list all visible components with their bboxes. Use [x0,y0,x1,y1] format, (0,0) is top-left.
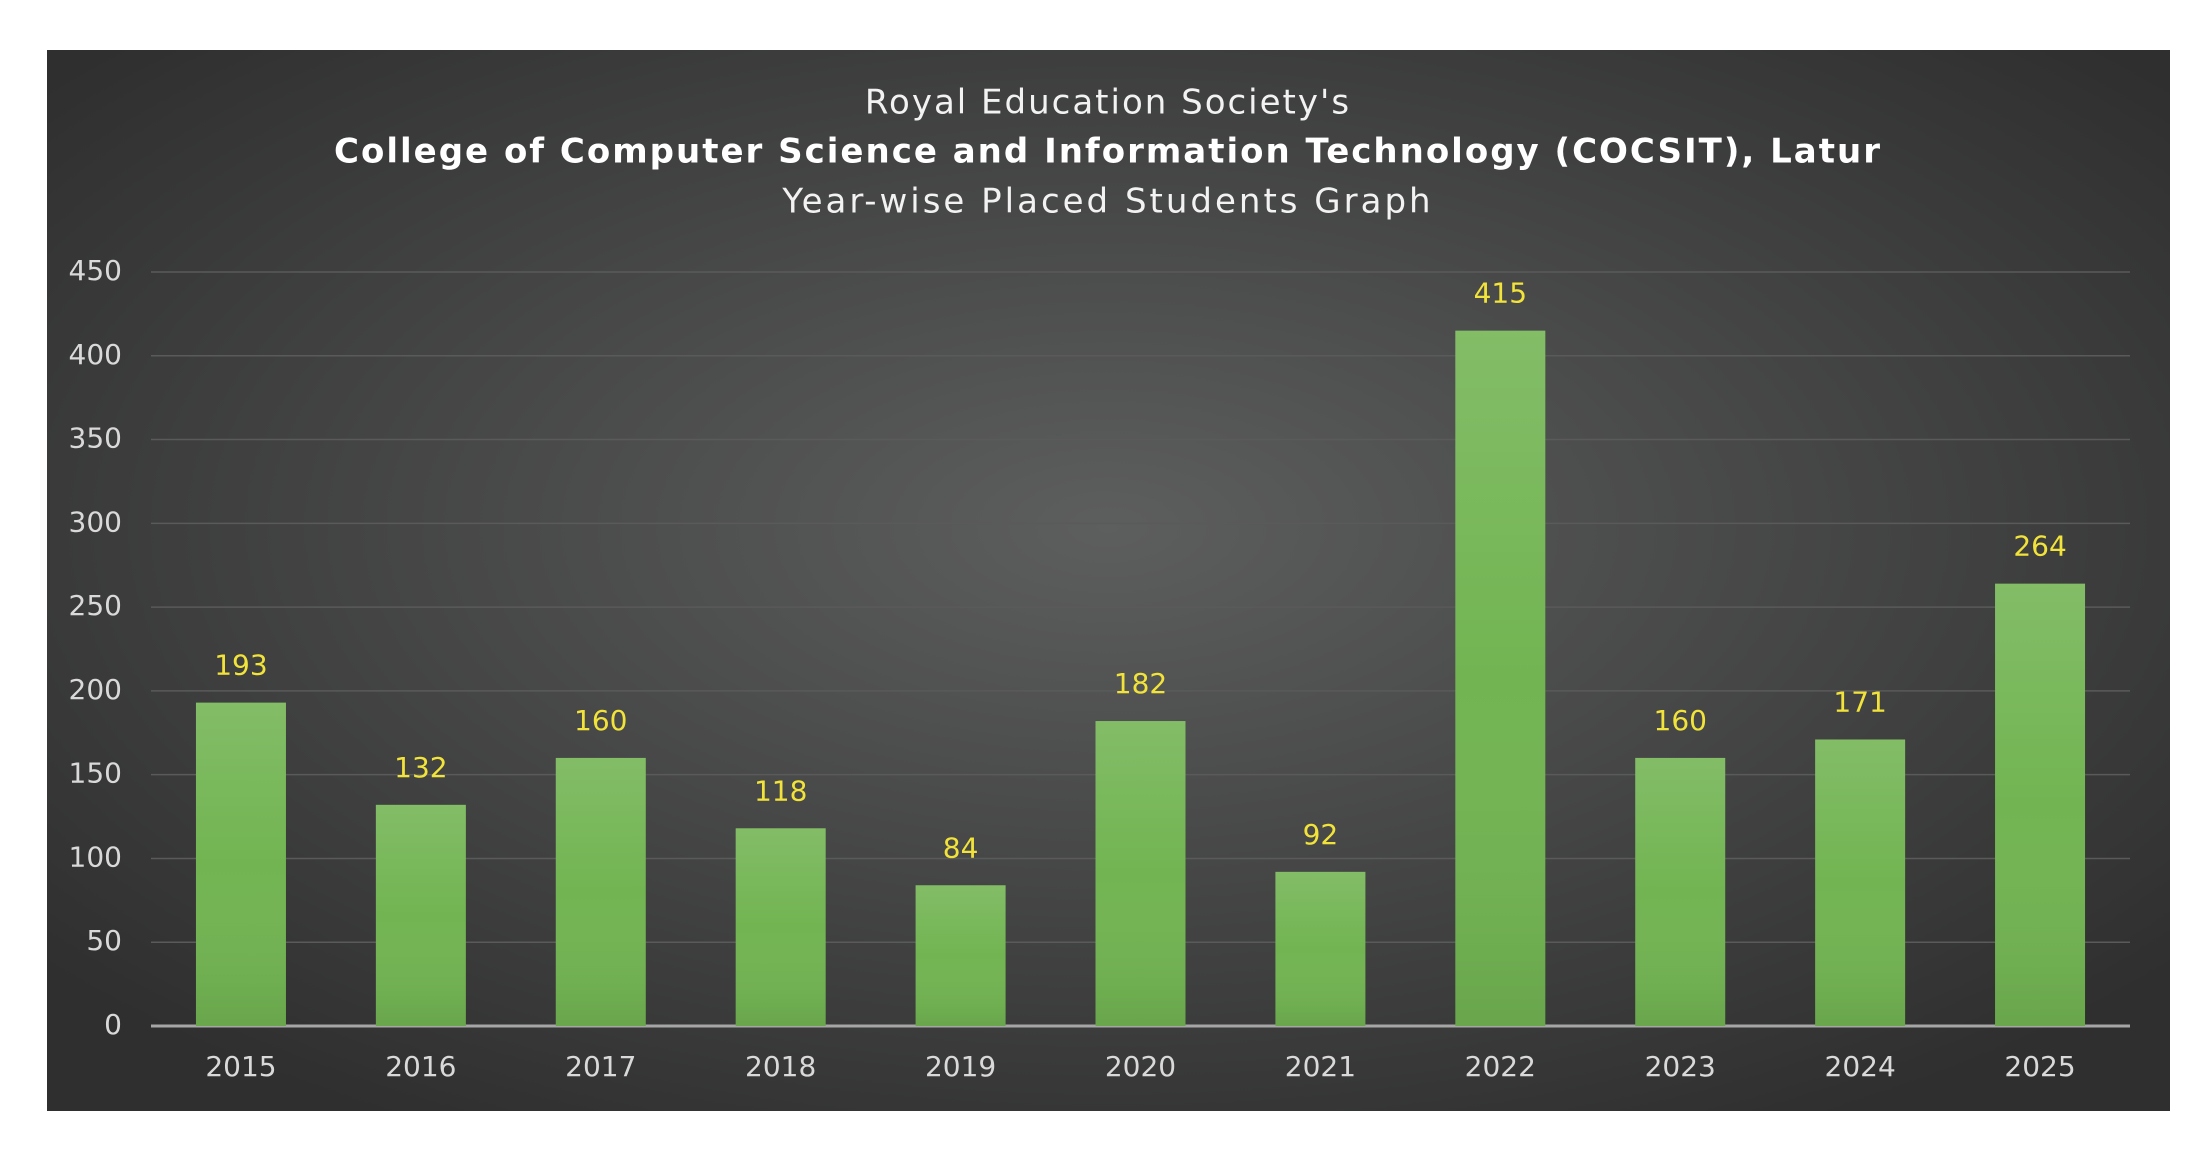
y-tick-label: 100 [69,840,122,873]
chart-title: College of Computer Science and Informat… [334,132,1882,172]
bar-shade [1815,739,1906,1026]
x-tick-label: 2023 [1645,1050,1716,1083]
y-tick-label: 350 [69,422,122,455]
chart-subtitle: Year-wise Placed Students Graph [781,182,1433,222]
value-label: 193 [214,649,267,682]
x-tick-label: 2021 [1285,1050,1356,1083]
chart-pretitle: Royal Education Society's [865,83,1351,123]
x-tick-label: 2015 [205,1050,276,1083]
y-tick-label: 150 [69,757,122,790]
bar-shade [195,702,286,1026]
x-tick-label: 2017 [565,1050,636,1083]
value-label: 182 [1114,667,1167,700]
y-tick-label: 0 [104,1008,122,1041]
value-label: 415 [1474,277,1527,310]
y-tick-label: 250 [69,589,122,622]
y-tick-label: 450 [69,254,122,287]
y-tick-label: 50 [86,924,122,957]
bar-shade [1995,583,2086,1026]
value-label: 118 [754,774,807,807]
bar-shade [735,828,826,1026]
bar-shade [1455,330,1546,1027]
value-label: 92 [1303,818,1339,851]
value-label: 171 [1833,685,1886,718]
x-tick-label: 2018 [745,1050,816,1083]
value-label: 264 [2013,530,2066,563]
bar-shade [1635,757,1726,1026]
bar-shade [1095,721,1186,1026]
y-tick-label: 200 [69,673,122,706]
x-tick-label: 2025 [2004,1050,2075,1083]
bar-shade [555,757,646,1026]
value-label: 160 [574,704,627,737]
x-tick-label: 2020 [1105,1050,1176,1083]
x-tick-label: 2022 [1465,1050,1536,1083]
x-tick-label: 2016 [385,1050,456,1083]
value-label: 132 [394,751,447,784]
bar-shade [915,885,1006,1026]
x-tick-label: 2019 [925,1050,996,1083]
value-label: 160 [1654,704,1707,737]
x-tick-label: 2024 [1825,1050,1896,1083]
bar-shade [1275,871,1366,1026]
bar-shade [375,804,466,1026]
value-label: 84 [943,831,979,864]
y-tick-label: 300 [69,505,122,538]
y-tick-label: 400 [69,338,122,371]
